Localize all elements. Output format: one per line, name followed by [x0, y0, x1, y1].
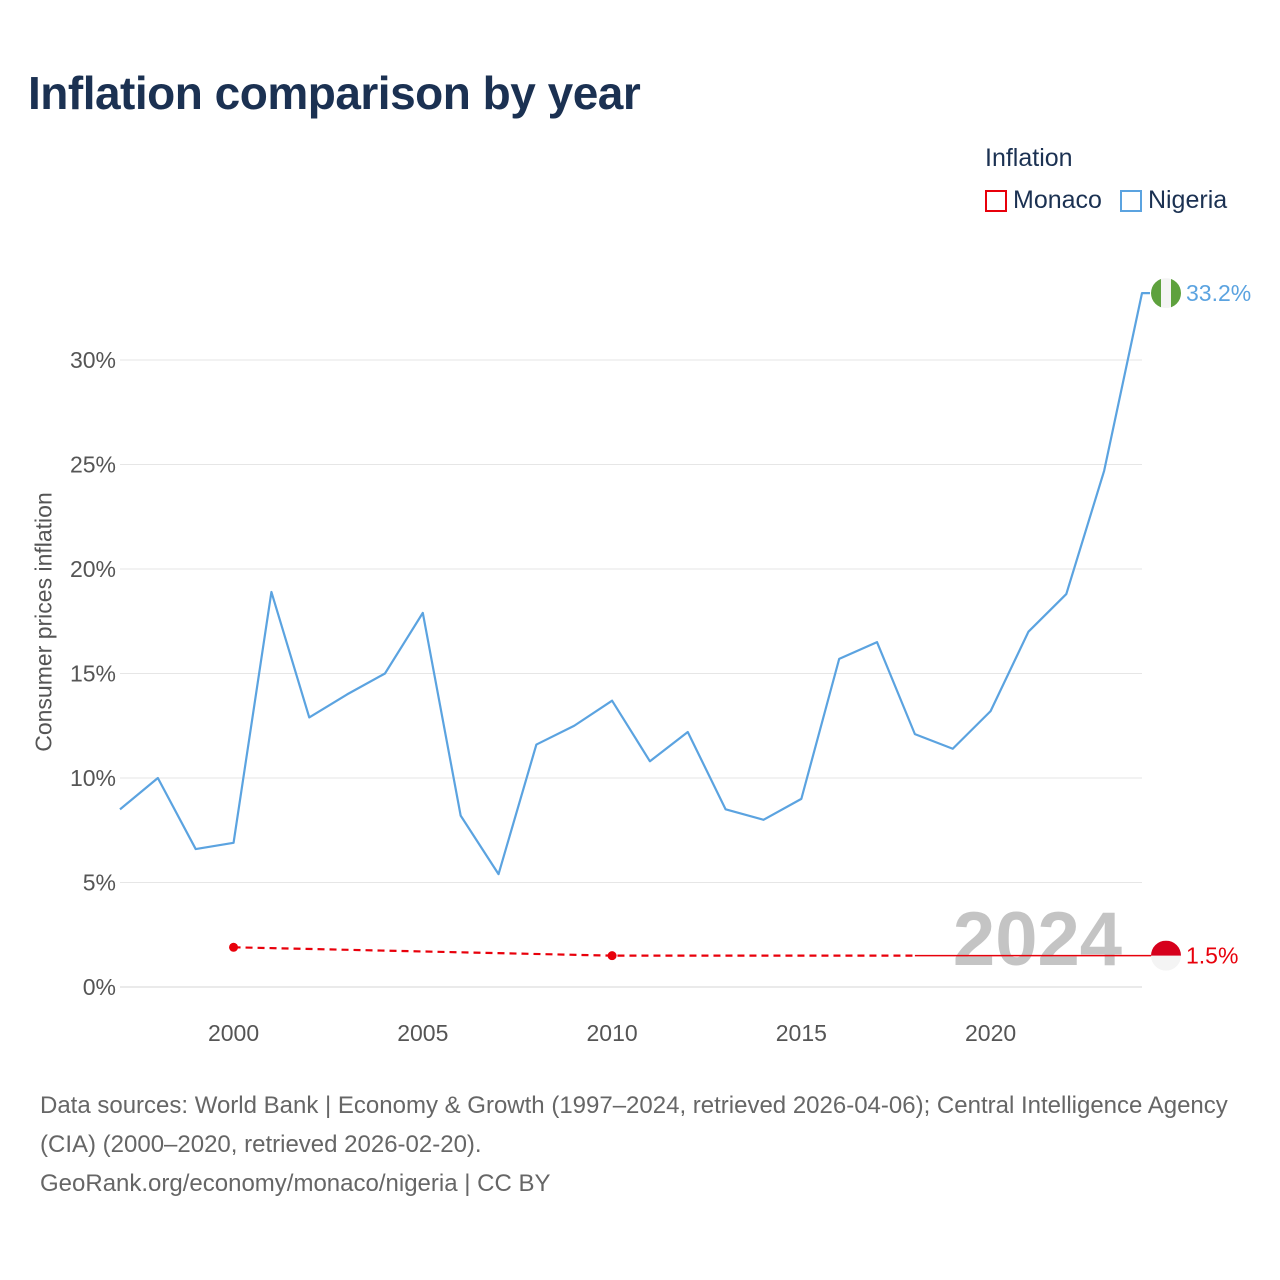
legend-label-monaco: Monaco	[1013, 186, 1102, 214]
y-tick-label: 30%	[70, 347, 116, 373]
x-tick-label: 2005	[397, 1020, 448, 1046]
flag-stripe	[1161, 278, 1172, 309]
legend-swatch-nigeria	[1119, 189, 1142, 212]
end-label-monaco: 1.5%	[1186, 943, 1238, 969]
end-label-nigeria: 33.2%	[1186, 280, 1251, 306]
attribution-link[interactable]: GeoRank.org/economy/monaco/nigeria | CC …	[40, 1170, 551, 1197]
legend-title: Inflation	[985, 144, 1073, 172]
y-tick-label: 15%	[70, 661, 116, 687]
y-tick-label: 25%	[70, 452, 116, 478]
year-watermark: 2024	[953, 897, 1122, 982]
footer: Data sources: World Bank | Economy & Gro…	[40, 1086, 1240, 1203]
data-sources: Data sources: World Bank | Economy & Gro…	[40, 1092, 1228, 1158]
x-tick-label: 2015	[776, 1020, 827, 1046]
flag-stripe	[1151, 278, 1162, 309]
legend-item-nigeria[interactable]: Nigeria	[1119, 186, 1228, 215]
legend-item-monaco[interactable]: Monaco	[985, 186, 1102, 215]
flag-icon-nigeria	[1151, 278, 1181, 309]
data-point-monaco	[607, 951, 617, 961]
x-tick-label: 2020	[965, 1020, 1016, 1046]
flag-stripe	[1151, 955, 1181, 971]
x-tick-label: 2010	[586, 1020, 637, 1046]
y-tick-label: 10%	[70, 765, 116, 791]
y-tick-label: 5%	[83, 870, 116, 896]
x-tick-label: 2000	[208, 1020, 259, 1046]
y-tick-label: 20%	[70, 556, 116, 582]
legend: Monaco Nigeria	[985, 186, 1245, 215]
flag-icon-monaco	[1151, 940, 1181, 971]
data-point-monaco	[229, 942, 239, 952]
legend-label-nigeria: Nigeria	[1147, 186, 1228, 214]
flag-stripe	[1171, 278, 1181, 309]
flag-stripe	[1151, 940, 1181, 956]
series-line-monaco-dashed	[233, 946, 915, 957]
legend-swatch-monaco	[985, 189, 1007, 212]
series-line-nigeria	[119, 292, 1150, 876]
line-chart: 0% 5% 10% 15% 20% 25% 30% 2000 2005 2010 2015 2020 2…	[70, 278, 1251, 1046]
y-tick-label: 0%	[83, 974, 116, 1000]
chart-title: Inflation comparison by year	[28, 67, 641, 119]
